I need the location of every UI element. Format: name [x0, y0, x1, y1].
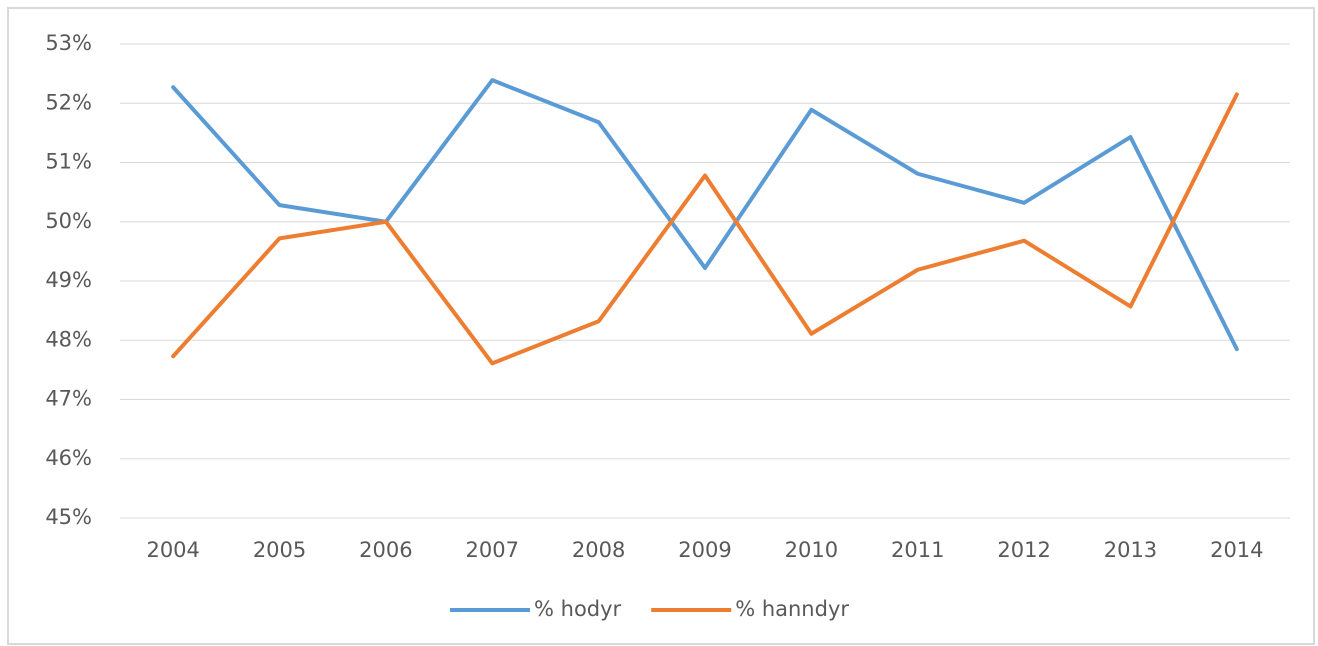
- x-tick-label: 2004: [146, 538, 199, 562]
- y-tick-label: 46%: [45, 446, 92, 470]
- x-tick-label: 2014: [1210, 538, 1263, 562]
- x-tick-label: 2005: [253, 538, 306, 562]
- y-tick-label: 51%: [45, 150, 92, 174]
- x-tick-label: 2010: [785, 538, 838, 562]
- y-tick-label: 49%: [45, 268, 92, 292]
- x-tick-label: 2012: [997, 538, 1050, 562]
- x-tick-label: 2006: [359, 538, 412, 562]
- x-tick-label: 2013: [1104, 538, 1157, 562]
- series-line: [171, 78, 1239, 352]
- x-tick-label: 2007: [466, 538, 519, 562]
- x-tick-label: 2008: [572, 538, 625, 562]
- legend-label: % hanndyr: [735, 597, 849, 621]
- x-tick-label: 2011: [891, 538, 944, 562]
- x-tick-label: 2009: [678, 538, 731, 562]
- y-tick-label: 53%: [45, 31, 92, 55]
- y-tick-label: 47%: [45, 387, 92, 411]
- y-tick-label: 52%: [45, 90, 92, 114]
- y-tick-label: 45%: [45, 505, 92, 529]
- chart-frame: [7, 7, 1315, 645]
- legend-label: % hodyr: [534, 597, 622, 621]
- series-line: [171, 92, 1239, 366]
- y-tick-label: 50%: [45, 209, 92, 233]
- y-tick-label: 48%: [45, 327, 92, 351]
